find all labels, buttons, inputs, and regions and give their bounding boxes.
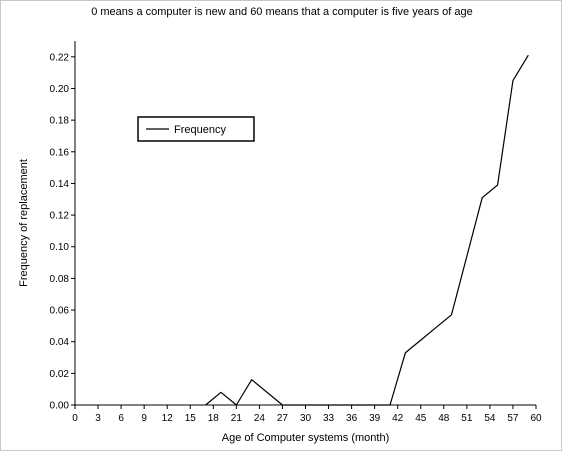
series-layer — [205, 54, 529, 406]
y-tick-label: 0.00 — [50, 401, 70, 412]
series-line — [205, 54, 529, 406]
x-tick-label: 54 — [484, 413, 496, 424]
legend-label: Frequency — [174, 124, 226, 136]
x-tick-label: 51 — [461, 413, 473, 424]
y-tick-label: 0.06 — [50, 306, 70, 317]
x-tick-label: 24 — [254, 413, 266, 424]
x-tick-label: 42 — [392, 413, 404, 424]
x-tick-label: 48 — [438, 413, 450, 424]
y-tick-label: 0.18 — [50, 116, 70, 127]
x-tick-label: 6 — [118, 413, 124, 424]
x-tick-label: 45 — [415, 413, 427, 424]
x-tick-label: 21 — [231, 413, 243, 424]
y-tick-label: 0.14 — [50, 179, 70, 190]
axes — [74, 41, 536, 406]
y-tick-label: 0.08 — [50, 274, 70, 285]
x-axis-label: Age of Computer systems (month) — [222, 432, 390, 444]
x-tick-label: 0 — [72, 413, 78, 424]
x-tick-label: 15 — [185, 413, 197, 424]
x-tick-label: 60 — [530, 413, 542, 424]
y-tick-label: 0.22 — [50, 52, 70, 63]
y-axis-label: Frequency of replacement — [18, 159, 30, 287]
x-tick-label: 27 — [277, 413, 289, 424]
y-tick-label: 0.16 — [50, 147, 70, 158]
chart-title: 0 means a computer is new and 60 means t… — [91, 6, 473, 18]
x-tick-label: 39 — [369, 413, 381, 424]
x-tick-label: 57 — [507, 413, 519, 424]
y-tick-label: 0.10 — [50, 242, 70, 253]
x-tick-label: 33 — [323, 413, 335, 424]
x-tick-label: 3 — [95, 413, 101, 424]
x-tick-label: 18 — [208, 413, 220, 424]
x-tick-label: 36 — [346, 413, 358, 424]
x-tick-label: 9 — [141, 413, 147, 424]
legend: Frequency — [137, 116, 255, 142]
y-tick-label: 0.02 — [50, 369, 70, 380]
ticks — [71, 56, 537, 409]
y-tick-label: 0.04 — [50, 337, 70, 348]
y-tick-label: 0.12 — [50, 211, 70, 222]
x-tick-label: 12 — [162, 413, 174, 424]
x-tick-label: 30 — [300, 413, 312, 424]
tick-labels: 0 3 6 9 12 15 18 21 24 27 30 33 36 39 42 45 48 51 54 57 600.… — [50, 52, 542, 424]
y-tick-label: 0.20 — [50, 84, 70, 95]
